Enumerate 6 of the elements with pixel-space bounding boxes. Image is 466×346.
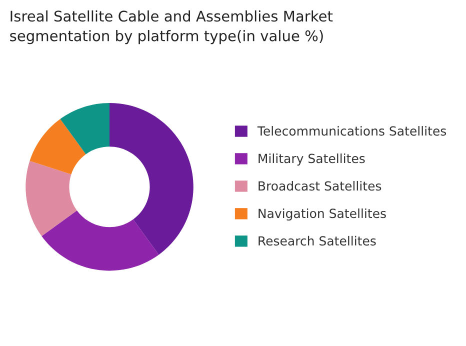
legend-label: Broadcast Satellites	[258, 180, 382, 191]
legend-label: Military Satellites	[258, 154, 365, 166]
legend-label: Navigation Satellites	[258, 208, 386, 221]
legend-label: Telecommunications Satellites	[257, 126, 446, 136]
legend-label: Research Satellites	[258, 236, 376, 246]
chart-title: Isreal Satellite Cable and Assemblies Market segmentation by platform type(in value %)	[10, 10, 333, 44]
